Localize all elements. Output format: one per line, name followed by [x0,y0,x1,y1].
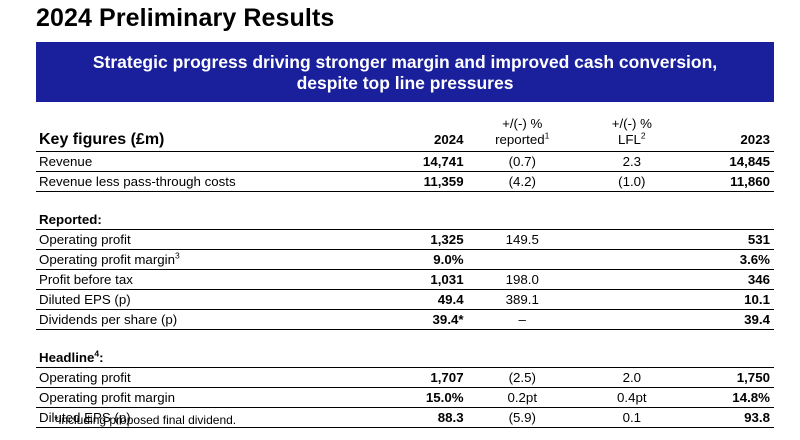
footnote: *including proposed final dividend. [54,413,237,427]
table-row: Operating profit margin 15.0% 0.2pt 0.4p… [36,387,774,408]
header-2023: 2023 [686,112,774,152]
banner-line-2: despite top line pressures [296,73,514,93]
key-figures-table: Key figures (£m) 2024 +/(-) % reported1 … [36,112,774,428]
page-title: 2024 Preliminary Results [36,4,335,32]
table-row: Revenue 14,741 (0.7) 2.3 14,845 [36,151,774,172]
table-header-row: Key figures (£m) 2024 +/(-) % reported1 … [36,112,774,152]
table-row: Diluted EPS (p) 49.4 389.1 10.1 [36,289,774,310]
spacer-row [36,330,774,349]
table-row: Revenue less pass-through costs 11,359 (… [36,171,774,192]
banner-line-1: Strategic progress driving stronger marg… [92,52,718,72]
table-row: Diluted EPS (p) 88.3 (5.9) 0.1 93.8 [36,407,774,428]
header-reported: +/(-) % reported1 [467,112,577,152]
headline-banner: Strategic progress driving stronger marg… [36,42,774,102]
table-row: Profit before tax 1,031 198.0 346 [36,269,774,290]
section-heading-reported: Reported: [36,210,774,230]
header-key-figures: Key figures (£m) [36,112,339,152]
header-lfl: +/(-) % LFL2 [576,112,687,152]
table-row: Operating profit 1,707 (2.5) 2.0 1,750 [36,367,774,388]
table-row: Dividends per share (p) 39.4* – 39.4 [36,309,774,330]
spacer-row [36,192,774,211]
header-2024: 2024 [338,112,468,152]
table-row: Operating profit margin3 9.0% 3.6% [36,249,774,270]
table-row: Operating profit 1,325 149.5 531 [36,229,774,250]
section-heading-headline: Headline4: [36,348,774,368]
